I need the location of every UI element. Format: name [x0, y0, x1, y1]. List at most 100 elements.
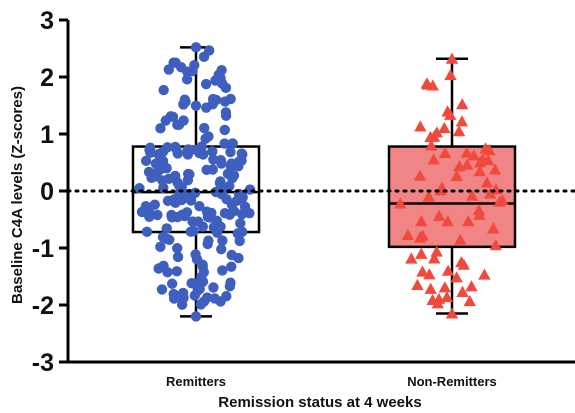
- remitters-point: [225, 146, 236, 158]
- remitters-point: [153, 263, 164, 274]
- non-remitters-point: [432, 209, 446, 221]
- remitters-point: [141, 226, 153, 238]
- remitters-point: [208, 282, 219, 293]
- remitters-point: [158, 84, 169, 96]
- y-tick-label: 3: [40, 7, 54, 35]
- non-remitters-point: [415, 215, 428, 227]
- remitters-point: [224, 281, 236, 292]
- non-remitters-point: [493, 195, 506, 207]
- remitters-point: [197, 276, 209, 287]
- remitters-point: [195, 299, 207, 310]
- x-category-label: Non-Remitters: [407, 374, 497, 389]
- remitters-point: [166, 278, 178, 289]
- remitters-point: [149, 199, 160, 210]
- remitters-point: [186, 190, 197, 201]
- non-remitters-point: [450, 169, 463, 182]
- remitters-point: [216, 64, 227, 76]
- x-category-label: Remitters: [166, 374, 226, 389]
- non-remitters-point: [460, 146, 474, 158]
- remitters-point: [190, 144, 201, 155]
- remitters-point: [207, 164, 218, 175]
- remitters-point: [170, 143, 182, 154]
- remitters-point: [235, 218, 246, 229]
- non-remitters-point: [430, 245, 443, 257]
- remitters-point: [160, 115, 171, 126]
- non-remitters-point: [414, 120, 427, 132]
- remitters-point: [206, 207, 217, 219]
- non-remitters-point: [454, 233, 467, 245]
- data-points: [134, 42, 509, 322]
- remitters-point: [182, 174, 194, 186]
- remitters-point: [171, 242, 183, 254]
- non-remitters-point: [465, 189, 479, 201]
- remitters-point: [233, 161, 244, 172]
- remitters-point: [145, 142, 156, 153]
- non-remitters-point: [452, 125, 466, 137]
- remitters-point: [176, 299, 188, 310]
- non-remitters-point: [456, 285, 469, 297]
- non-remitters-point: [405, 252, 418, 264]
- non-remitters-point: [483, 187, 497, 199]
- remitters-point: [219, 124, 230, 136]
- non-remitters-point: [488, 163, 502, 175]
- non-remitters-point: [439, 146, 452, 159]
- remitters-point: [162, 142, 173, 153]
- remitters-point: [179, 94, 190, 105]
- y-tick-label: 2: [40, 64, 54, 92]
- non-remitters-point: [424, 282, 437, 294]
- remitters-point: [217, 235, 228, 246]
- remitters-point: [186, 277, 197, 289]
- remitters-point: [169, 194, 181, 205]
- remitters-point: [215, 296, 226, 307]
- remitters-point: [226, 199, 238, 210]
- non-remitters-point: [440, 290, 454, 303]
- remitters-point: [177, 287, 189, 299]
- remitters-point: [190, 311, 202, 322]
- remitters-point: [200, 78, 212, 90]
- remitters-point: [170, 57, 181, 68]
- remitters-point: [156, 284, 168, 295]
- non-remitters-point: [428, 252, 441, 264]
- non-remitters-point: [487, 222, 500, 234]
- remitters-point: [172, 119, 183, 131]
- non-remitters-point: [401, 228, 415, 240]
- non-remitters-point: [462, 215, 475, 227]
- remitters-point: [140, 155, 152, 167]
- non-remitters-point: [411, 278, 424, 291]
- non-remitters-point: [416, 265, 429, 277]
- non-remitters-point: [441, 215, 454, 227]
- non-remitters-point: [445, 307, 459, 319]
- non-remitters-point: [461, 158, 474, 170]
- y-tick-label: -2: [32, 292, 54, 320]
- remitters-point: [217, 265, 228, 276]
- remitters-point: [190, 42, 202, 53]
- non-remitters-point: [438, 121, 451, 134]
- remitters-point: [171, 266, 183, 277]
- remitters-point: [155, 241, 166, 253]
- remitters-point: [216, 158, 227, 169]
- remitters-point: [163, 64, 174, 75]
- remitters-point: [220, 107, 232, 118]
- non-remitters-point: [456, 98, 469, 110]
- non-remitters-point: [473, 156, 487, 168]
- remitters-point: [194, 200, 205, 212]
- non-remitters-point: [478, 268, 491, 280]
- remitters-point: [153, 148, 164, 160]
- remitters-point: [225, 93, 236, 105]
- remitters-point: [208, 154, 219, 165]
- non-remitters-point: [489, 238, 502, 251]
- non-remitters-point: [467, 149, 480, 161]
- remitters-point: [172, 251, 184, 263]
- non-remitters-point: [473, 208, 486, 220]
- non-remitters-point: [453, 160, 466, 172]
- x-axis-title: Remission status at 4 weeks: [218, 394, 421, 411]
- remitters-point: [190, 100, 202, 111]
- non-remitters-point: [441, 264, 455, 276]
- remitters-point: [166, 209, 177, 221]
- non-remitters-point: [427, 153, 440, 165]
- non-remitters-point: [421, 78, 434, 90]
- non-remitters-point: [473, 165, 487, 177]
- remitters-point: [144, 211, 155, 222]
- non-remitters-point: [480, 176, 494, 188]
